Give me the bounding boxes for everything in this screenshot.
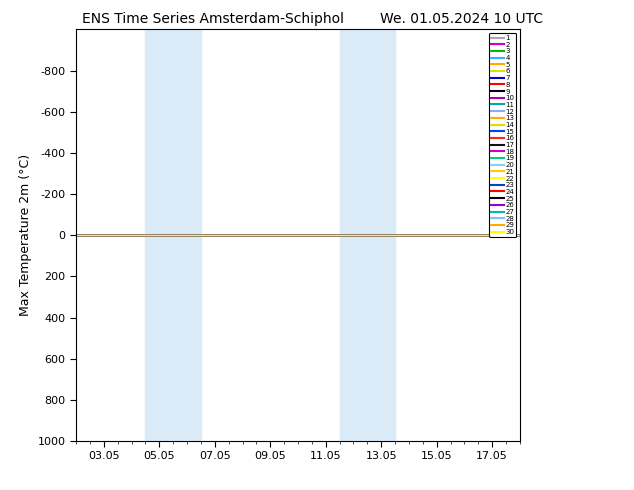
Bar bbox=[340, 29, 395, 441]
Text: ENS Time Series Amsterdam-Schiphol: ENS Time Series Amsterdam-Schiphol bbox=[82, 12, 344, 26]
Text: We. 01.05.2024 10 UTC: We. 01.05.2024 10 UTC bbox=[380, 12, 543, 26]
Y-axis label: Max Temperature 2m (°C): Max Temperature 2m (°C) bbox=[19, 154, 32, 316]
Bar bbox=[145, 29, 201, 441]
Legend: 1, 2, 3, 4, 5, 6, 7, 8, 9, 10, 11, 12, 13, 14, 15, 16, 17, 18, 19, 20, 21, 22, 2: 1, 2, 3, 4, 5, 6, 7, 8, 9, 10, 11, 12, 1… bbox=[489, 33, 517, 237]
